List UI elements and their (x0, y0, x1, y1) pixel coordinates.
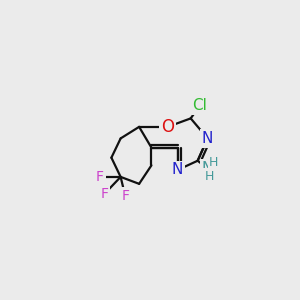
Text: N: N (202, 131, 213, 146)
Text: F: F (121, 189, 129, 203)
Text: F: F (100, 187, 109, 201)
Text: N: N (202, 161, 213, 176)
Text: O: O (161, 118, 174, 136)
Text: H: H (205, 169, 214, 183)
Text: N: N (172, 163, 183, 178)
Text: F: F (96, 170, 104, 184)
Text: Cl: Cl (193, 98, 207, 113)
Text: H: H (209, 156, 218, 169)
